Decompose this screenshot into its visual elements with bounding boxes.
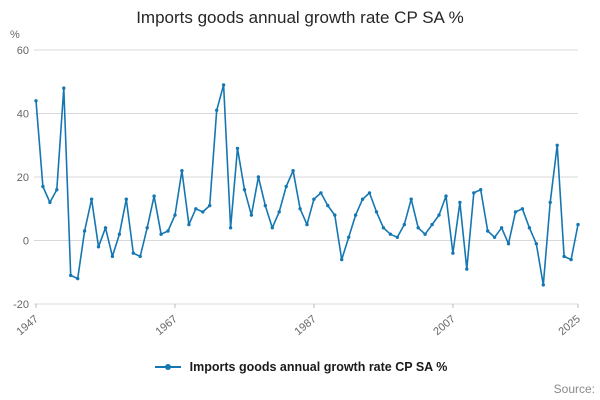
data-point xyxy=(576,222,580,227)
data-line xyxy=(35,84,579,286)
y-tick-label: 40 xyxy=(17,109,29,121)
data-point xyxy=(41,184,45,189)
data-point xyxy=(340,257,344,262)
y-tick-label: 0 xyxy=(23,236,29,248)
data-point xyxy=(492,235,497,239)
data-point xyxy=(465,267,469,271)
data-point xyxy=(194,207,198,211)
data-point xyxy=(388,232,393,236)
data-point xyxy=(291,169,295,173)
data-point xyxy=(444,194,448,198)
data-point xyxy=(506,242,511,246)
data-point xyxy=(235,146,240,151)
data-point xyxy=(458,200,462,205)
data-point xyxy=(34,99,38,103)
data-point xyxy=(145,226,149,230)
data-point xyxy=(138,254,142,259)
data-point xyxy=(48,200,52,205)
data-point xyxy=(69,273,73,278)
line-chart: 60 40 20 0 -20 1947 1967 1987 2007 2025 xyxy=(13,45,583,338)
data-point xyxy=(277,210,281,214)
data-point xyxy=(117,232,122,236)
data-point xyxy=(110,254,115,259)
data-point xyxy=(221,83,226,87)
y-tick-label: -20 xyxy=(13,299,29,311)
data-point xyxy=(548,200,552,205)
data-point xyxy=(103,226,108,230)
x-tick-label: 1987 xyxy=(292,313,318,338)
data-point xyxy=(284,184,288,189)
data-point xyxy=(263,203,267,208)
data-point xyxy=(569,257,573,262)
data-point xyxy=(402,222,406,227)
data-point xyxy=(55,188,59,192)
data-point xyxy=(486,229,490,233)
data-point xyxy=(242,188,247,192)
data-point xyxy=(555,143,559,147)
data-point xyxy=(62,86,66,90)
data-point xyxy=(374,210,379,214)
data-point xyxy=(437,213,441,217)
data-point xyxy=(513,210,518,214)
data-point xyxy=(208,203,212,208)
data-point xyxy=(159,232,163,236)
data-point xyxy=(124,197,128,201)
data-point xyxy=(152,194,156,198)
data-point xyxy=(472,191,476,195)
source-label: Source: xyxy=(553,382,595,396)
y-tick-label: 60 xyxy=(17,45,29,57)
data-point xyxy=(166,229,170,233)
data-point xyxy=(347,235,351,239)
data-point xyxy=(173,213,177,217)
data-point xyxy=(395,235,399,239)
legend-line-marker-icon xyxy=(154,364,181,370)
data-point xyxy=(96,245,101,249)
data-point xyxy=(319,191,323,195)
data-point xyxy=(353,213,358,217)
data-point xyxy=(367,191,372,195)
data-point xyxy=(360,197,365,201)
data-point xyxy=(82,229,87,233)
chart-title: Imports goods annual growth rate CP SA % xyxy=(136,8,464,27)
data-point xyxy=(534,242,538,246)
x-tick-label: 2025 xyxy=(556,313,582,338)
data-point xyxy=(131,251,135,255)
data-point xyxy=(430,222,434,227)
data-point xyxy=(326,203,330,208)
data-point xyxy=(499,226,504,230)
data-point xyxy=(76,276,80,281)
data-point xyxy=(215,108,219,113)
data-point xyxy=(228,226,233,230)
data-point xyxy=(333,213,337,217)
x-tick-label: 2007 xyxy=(431,313,457,338)
data-point xyxy=(187,222,191,227)
data-point xyxy=(305,222,309,227)
data-point xyxy=(409,197,413,201)
data-point xyxy=(201,210,205,214)
data-point xyxy=(520,207,525,211)
data-point xyxy=(527,226,532,230)
data-point xyxy=(270,226,274,230)
y-axis-unit-label: % xyxy=(10,29,20,41)
x-tick-label: 1947 xyxy=(14,313,40,338)
data-point xyxy=(416,226,420,230)
data-point xyxy=(541,283,545,287)
x-tick-label: 1967 xyxy=(153,313,179,338)
y-tick-label: 20 xyxy=(17,172,29,184)
legend[interactable]: Imports goods annual growth rate CP SA % xyxy=(0,360,600,374)
data-point xyxy=(312,197,316,201)
data-point xyxy=(180,169,184,173)
data-point xyxy=(381,226,386,230)
legend-label: Imports goods annual growth rate CP SA % xyxy=(189,360,448,374)
data-point xyxy=(298,207,302,211)
data-point xyxy=(256,175,261,179)
data-point xyxy=(249,213,254,217)
data-point xyxy=(423,232,427,236)
data-point xyxy=(479,188,483,192)
data-point xyxy=(89,197,94,201)
data-point xyxy=(451,251,455,255)
data-point xyxy=(562,254,566,259)
